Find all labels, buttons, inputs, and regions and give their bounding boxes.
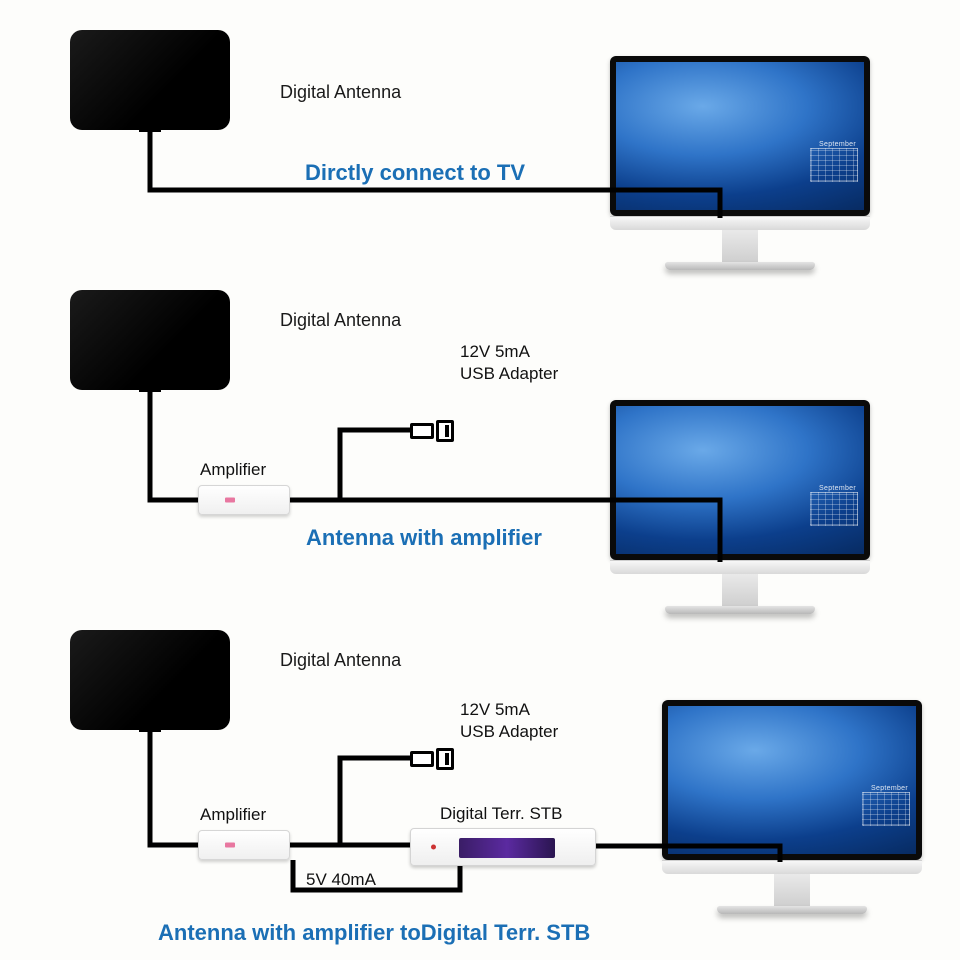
monitor-icon: September [662,700,922,914]
antenna-icon [70,630,230,730]
amplifier-icon [198,830,290,860]
usb-label-line1: 12V 5mA [460,700,530,720]
usb-label-line2: USB Adapter [460,722,558,742]
amplifier-label: Amplifier [200,805,266,825]
antenna-label: Digital Antenna [280,650,401,671]
panel-stb: Digital Antenna Amplifier 12V 5mA USB Ad… [0,0,960,960]
caption-stb: Antenna with amplifier toDigital Terr. S… [158,920,590,946]
power-sub-label: 5V 40mA [306,870,376,890]
stb-icon [410,828,596,866]
screen-month: September [871,785,908,792]
usb-adapter-icon [410,748,454,770]
stb-label: Digital Terr. STB [440,804,563,824]
